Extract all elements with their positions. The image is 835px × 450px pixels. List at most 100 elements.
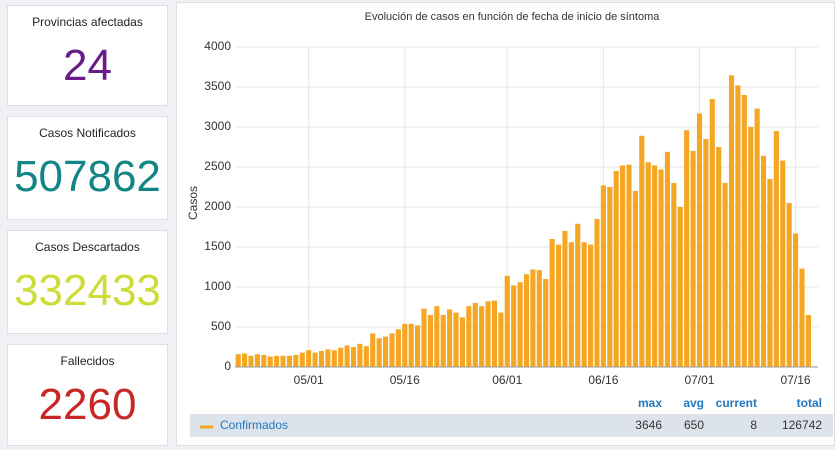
bar <box>741 95 747 367</box>
bar <box>389 333 395 367</box>
bar <box>575 223 581 367</box>
legend-stat: 8 <box>750 418 757 432</box>
x-tick-label: 07/16 <box>781 373 811 387</box>
bar <box>549 239 555 367</box>
legend-row <box>190 414 833 437</box>
bar <box>690 151 696 367</box>
y-tick-label: 1500 <box>204 239 231 253</box>
y-tick-label: 4000 <box>204 39 231 53</box>
legend-header: max <box>638 396 662 410</box>
bar <box>415 325 421 367</box>
y-tick-label: 0 <box>224 359 231 373</box>
y-tick-label: 3500 <box>204 79 231 93</box>
legend-header: total <box>797 396 822 410</box>
bar <box>760 155 767 367</box>
x-tick-label: 06/16 <box>588 373 618 387</box>
bar <box>261 355 267 367</box>
bar <box>735 85 741 368</box>
bar <box>523 274 530 367</box>
bar <box>504 275 510 367</box>
bar <box>677 207 683 367</box>
bar <box>235 354 241 367</box>
stat-value: 507862 <box>14 152 161 201</box>
y-tick-label: 2500 <box>204 159 231 173</box>
bar <box>684 130 690 367</box>
x-tick-label: 06/01 <box>492 373 522 387</box>
bar <box>703 139 709 367</box>
bar <box>498 312 504 367</box>
legend-stat: 3646 <box>635 418 662 432</box>
x-tick-label: 07/01 <box>684 373 714 387</box>
bar <box>402 323 408 367</box>
bar <box>479 306 485 367</box>
bar <box>568 242 574 367</box>
legend-header: avg <box>683 396 704 410</box>
bar <box>594 219 600 367</box>
bar <box>632 191 638 367</box>
bar <box>466 306 472 367</box>
bar <box>485 301 491 367</box>
bar <box>453 312 459 367</box>
bar <box>620 165 626 367</box>
bar <box>722 183 728 367</box>
bar <box>395 329 401 367</box>
bar <box>709 99 715 367</box>
legend-label: Confirmados <box>220 418 288 432</box>
y-axis-label: Casos <box>186 186 200 220</box>
bar <box>696 113 703 368</box>
stat-panel: Casos Descartados 332433 <box>7 230 168 334</box>
bar <box>286 355 293 367</box>
bar <box>312 352 318 367</box>
bar <box>530 269 536 367</box>
bar <box>543 279 549 367</box>
bar <box>639 135 645 367</box>
bar <box>613 171 619 367</box>
bar <box>748 127 754 367</box>
stat-value: 332433 <box>14 266 161 315</box>
bar <box>588 244 594 367</box>
bar <box>382 336 389 367</box>
stat-value: 24 <box>63 41 112 90</box>
bar <box>754 108 760 367</box>
x-tick-label: 05/16 <box>390 373 420 387</box>
bar <box>325 349 331 367</box>
bar <box>581 242 587 367</box>
bar <box>427 315 433 367</box>
bar <box>491 300 498 367</box>
bar <box>652 165 658 367</box>
stat-panel: Casos Notificados 507862 <box>7 116 168 220</box>
bar <box>472 303 478 367</box>
chart-title: Evolución de casos en función de fecha d… <box>365 11 661 23</box>
bar <box>318 351 325 367</box>
x-tick-label: 05/01 <box>294 373 324 387</box>
bar <box>338 347 344 367</box>
bar <box>645 162 651 367</box>
bar <box>728 75 735 367</box>
bar <box>793 233 799 367</box>
legend-stat: 650 <box>684 418 704 432</box>
legend-stat: 126742 <box>782 418 822 432</box>
bar <box>555 244 562 367</box>
bar <box>299 352 305 367</box>
bar <box>773 131 779 367</box>
y-tick-label: 1000 <box>204 279 231 293</box>
bar <box>376 338 382 367</box>
bar <box>799 268 805 367</box>
y-tick-label: 500 <box>211 319 231 333</box>
bar <box>536 270 542 367</box>
y-tick-label: 3000 <box>204 119 231 133</box>
bar <box>459 317 465 367</box>
bar <box>780 160 786 367</box>
bar <box>626 164 632 367</box>
bar <box>805 315 811 367</box>
stat-panel: Provincias afectadas 24 <box>7 5 168 106</box>
bar <box>248 355 254 367</box>
bar <box>716 147 722 367</box>
bar <box>658 169 664 367</box>
bar <box>408 323 414 367</box>
bar <box>447 309 453 367</box>
bar <box>254 354 260 367</box>
bar <box>767 179 773 367</box>
stat-title: Provincias afectadas <box>32 15 143 29</box>
stat-panel: Fallecidos 2260 <box>7 344 168 446</box>
